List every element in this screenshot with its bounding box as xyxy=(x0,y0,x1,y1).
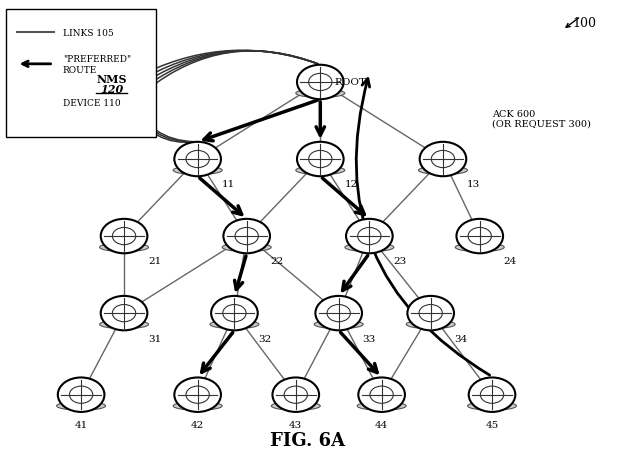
Text: 33: 33 xyxy=(363,334,376,343)
Circle shape xyxy=(272,378,319,412)
Text: LINKS 105: LINKS 105 xyxy=(63,29,113,37)
Circle shape xyxy=(297,66,344,100)
Text: 12: 12 xyxy=(344,180,358,189)
Ellipse shape xyxy=(57,402,106,410)
Circle shape xyxy=(211,296,258,331)
Circle shape xyxy=(297,142,344,177)
Circle shape xyxy=(420,142,466,177)
Text: 21: 21 xyxy=(148,257,162,266)
Circle shape xyxy=(316,296,362,331)
Text: FIG. 6A: FIG. 6A xyxy=(271,431,345,449)
Circle shape xyxy=(223,219,270,254)
Ellipse shape xyxy=(271,402,320,410)
Circle shape xyxy=(469,378,516,412)
Circle shape xyxy=(346,219,392,254)
Text: 43: 43 xyxy=(289,420,303,429)
Text: 100: 100 xyxy=(573,17,596,30)
Text: 32: 32 xyxy=(259,334,272,343)
Ellipse shape xyxy=(456,243,504,252)
Ellipse shape xyxy=(173,167,222,175)
Ellipse shape xyxy=(173,402,222,410)
Ellipse shape xyxy=(467,402,516,410)
Text: 34: 34 xyxy=(455,334,468,343)
Text: 22: 22 xyxy=(271,257,284,266)
Text: 11: 11 xyxy=(222,180,235,189)
Circle shape xyxy=(101,219,147,254)
Text: 41: 41 xyxy=(74,420,88,429)
Text: NMS: NMS xyxy=(97,74,127,85)
FancyBboxPatch shape xyxy=(6,10,156,138)
Circle shape xyxy=(407,296,454,331)
Text: 31: 31 xyxy=(148,334,162,343)
Text: DEVICE 110: DEVICE 110 xyxy=(63,99,120,108)
Circle shape xyxy=(175,142,221,177)
Circle shape xyxy=(101,296,147,331)
Ellipse shape xyxy=(296,90,345,98)
FancyBboxPatch shape xyxy=(75,62,149,103)
Text: 13: 13 xyxy=(467,180,480,189)
Text: 120: 120 xyxy=(100,84,123,95)
Ellipse shape xyxy=(100,320,149,329)
Text: 23: 23 xyxy=(394,257,407,266)
Circle shape xyxy=(358,378,405,412)
Text: "PREFERRED"
ROUTE: "PREFERRED" ROUTE xyxy=(63,55,131,74)
Text: 42: 42 xyxy=(191,420,204,429)
Ellipse shape xyxy=(100,243,149,252)
Ellipse shape xyxy=(357,402,406,410)
Ellipse shape xyxy=(314,320,363,329)
Ellipse shape xyxy=(210,320,259,329)
Text: 45: 45 xyxy=(485,420,499,429)
Ellipse shape xyxy=(345,243,394,252)
Text: 24: 24 xyxy=(504,257,517,266)
Text: ROOT: ROOT xyxy=(335,78,367,87)
Ellipse shape xyxy=(418,167,467,175)
Circle shape xyxy=(58,378,105,412)
Circle shape xyxy=(20,92,51,115)
Ellipse shape xyxy=(19,108,51,113)
Ellipse shape xyxy=(222,243,271,252)
Circle shape xyxy=(175,378,221,412)
Ellipse shape xyxy=(406,320,455,329)
Circle shape xyxy=(456,219,503,254)
Text: ACK 600
(OR REQUEST 300): ACK 600 (OR REQUEST 300) xyxy=(492,109,591,129)
Ellipse shape xyxy=(296,167,345,175)
Text: 44: 44 xyxy=(375,420,388,429)
